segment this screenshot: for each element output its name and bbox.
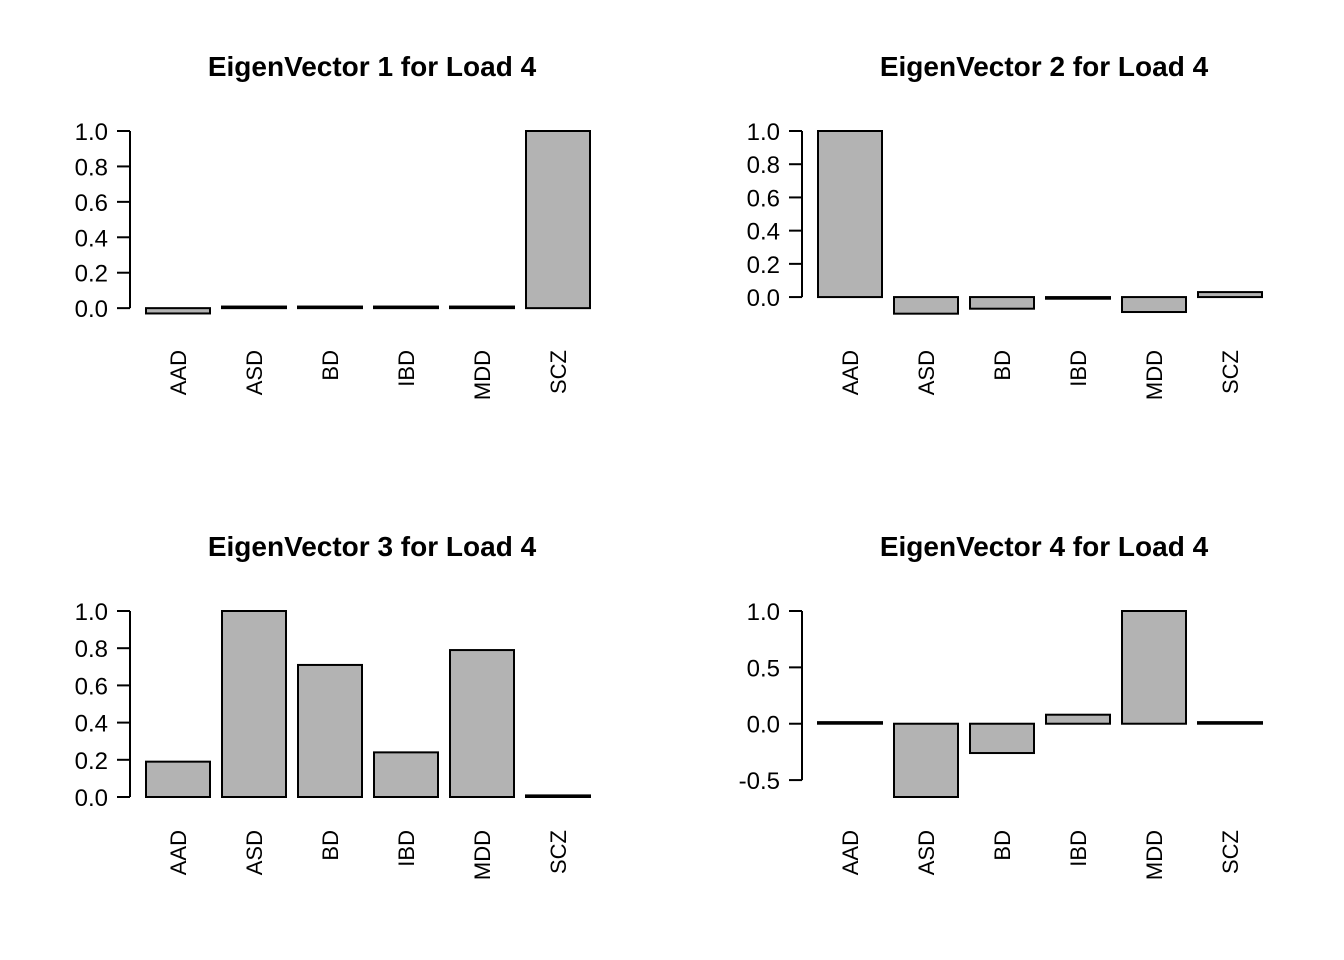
eigenvector-2-barplot: EigenVector 2 for Load 4 0.0 0.2 0.4 0.6 0.8…: [747, 51, 1263, 400]
bar-ASD: [221, 305, 287, 310]
bar-IBD: [373, 751, 439, 798]
y-tick-label: 0.2: [747, 252, 780, 279]
bar-SCZ: [1197, 291, 1263, 299]
bar-AAD: [817, 721, 883, 725]
y-axis: 0.0 0.2 0.4 0.6 0.8 1.0: [75, 599, 131, 812]
x-label-MDD: MDD: [470, 350, 495, 400]
y-tick-label: 0.8: [747, 152, 780, 179]
x-label-BD: BD: [990, 350, 1015, 381]
bars: [817, 130, 1263, 315]
x-label-SCZ: SCZ: [1218, 350, 1243, 394]
y-tick-label: 1.0: [75, 599, 108, 626]
x-label-SCZ: SCZ: [1218, 830, 1243, 874]
x-label-BD: BD: [318, 350, 343, 381]
y-tick-label: 0.6: [75, 673, 108, 700]
x-label-MDD: MDD: [470, 830, 495, 880]
y-tick-label: 0.8: [75, 636, 108, 663]
bar-BD: [297, 305, 363, 310]
panel-eigenvector-3: EigenVector 3 for Load 4 0.0 0.2 0.4 0.6 0.8…: [0, 480, 672, 960]
eigenvector-1-barplot: EigenVector 1 for Load 4 0.0 0.2 0.4 0.6 0.8…: [75, 51, 591, 400]
y-tick-label: 1.0: [75, 119, 108, 146]
y-tick-label: 0.0: [75, 785, 108, 812]
x-label-IBD: IBD: [1066, 830, 1091, 867]
y-tick-label: 0.2: [75, 748, 108, 775]
y-tick-label: 0.5: [747, 655, 780, 682]
bar-AAD: [145, 760, 211, 799]
bar-MDD: [1121, 610, 1187, 725]
bars: [145, 130, 591, 315]
y-tick-label: 1.0: [747, 119, 780, 146]
bar-MDD: [449, 305, 515, 310]
x-label-IBD: IBD: [394, 350, 419, 387]
eigenvector-3-barplot: EigenVector 3 for Load 4 0.0 0.2 0.4 0.6 0.8…: [75, 531, 591, 880]
bar-BD: [969, 722, 1035, 755]
chart-title: EigenVector 1 for Load 4: [208, 51, 537, 82]
y-tick-label: 0.4: [75, 711, 108, 738]
bar-BD: [297, 663, 363, 798]
x-label-ASD: ASD: [914, 830, 939, 875]
x-label-ASD: ASD: [242, 350, 267, 395]
y-tick-label: 0.4: [75, 225, 108, 252]
y-tick-label: 0.6: [747, 185, 780, 212]
bar-IBD: [1045, 296, 1111, 300]
bars: [145, 610, 591, 799]
y-tick-label: 0.0: [747, 712, 780, 739]
bar-AAD: [817, 130, 883, 299]
y-tick-label: -0.5: [739, 768, 780, 795]
y-axis: -0.5 0.0 0.5 1.0: [739, 599, 803, 795]
x-label-AAD: AAD: [838, 350, 863, 395]
bar-AAD: [145, 307, 211, 315]
bars: [817, 610, 1263, 799]
y-axis: 0.0 0.2 0.4 0.6 0.8 1.0: [75, 119, 131, 323]
panel-eigenvector-1: EigenVector 1 for Load 4 0.0 0.2 0.4 0.6 0.8…: [0, 0, 672, 480]
y-tick-label: 0.0: [75, 296, 108, 323]
x-axis-labels: AAD ASD BD IBD MDD SCZ: [838, 830, 1243, 880]
x-axis-labels: AAD ASD BD IBD MDD SCZ: [166, 350, 571, 400]
bar-IBD: [373, 305, 439, 310]
y-tick-label: 0.2: [75, 261, 108, 288]
bar-ASD: [221, 610, 287, 798]
bar-IBD: [1045, 713, 1111, 725]
bar-SCZ: [1197, 721, 1263, 725]
panel-eigenvector-4: EigenVector 4 for Load 4 -0.5 0.0 0.5 1.0 A…: [672, 480, 1344, 960]
y-tick-label: 0.6: [75, 190, 108, 217]
x-label-SCZ: SCZ: [546, 830, 571, 874]
x-label-ASD: ASD: [914, 350, 939, 395]
x-label-BD: BD: [318, 830, 343, 861]
chart-title: EigenVector 3 for Load 4: [208, 531, 537, 562]
y-tick-label: 0.0: [747, 285, 780, 312]
chart-title: EigenVector 4 for Load 4: [880, 531, 1209, 562]
x-label-SCZ: SCZ: [546, 350, 571, 394]
y-tick-label: 0.8: [75, 154, 108, 181]
x-axis-labels: AAD ASD BD IBD MDD SCZ: [166, 830, 571, 880]
x-label-BD: BD: [990, 830, 1015, 861]
bar-ASD: [893, 722, 959, 799]
x-label-AAD: AAD: [166, 350, 191, 395]
x-label-MDD: MDD: [1142, 350, 1167, 400]
bar-SCZ: [525, 794, 591, 798]
bar-MDD: [1121, 296, 1187, 314]
chart-title: EigenVector 2 for Load 4: [880, 51, 1209, 82]
bar-SCZ: [525, 130, 591, 310]
x-label-MDD: MDD: [1142, 830, 1167, 880]
x-label-IBD: IBD: [394, 830, 419, 867]
panel-eigenvector-2: EigenVector 2 for Load 4 0.0 0.2 0.4 0.6 0.8…: [672, 0, 1344, 480]
x-label-AAD: AAD: [838, 830, 863, 875]
y-tick-label: 1.0: [747, 599, 780, 626]
x-label-AAD: AAD: [166, 830, 191, 875]
x-axis-labels: AAD ASD BD IBD MDD SCZ: [838, 350, 1243, 400]
x-label-ASD: ASD: [242, 830, 267, 875]
x-label-IBD: IBD: [1066, 350, 1091, 387]
y-tick-label: 0.4: [747, 219, 780, 246]
bar-ASD: [893, 296, 959, 315]
bar-MDD: [449, 649, 515, 798]
y-axis: 0.0 0.2 0.4 0.6 0.8 1.0: [747, 119, 803, 312]
eigenvector-4-barplot: EigenVector 4 for Load 4 -0.5 0.0 0.5 1.0 A…: [739, 531, 1263, 880]
bar-BD: [969, 296, 1035, 310]
